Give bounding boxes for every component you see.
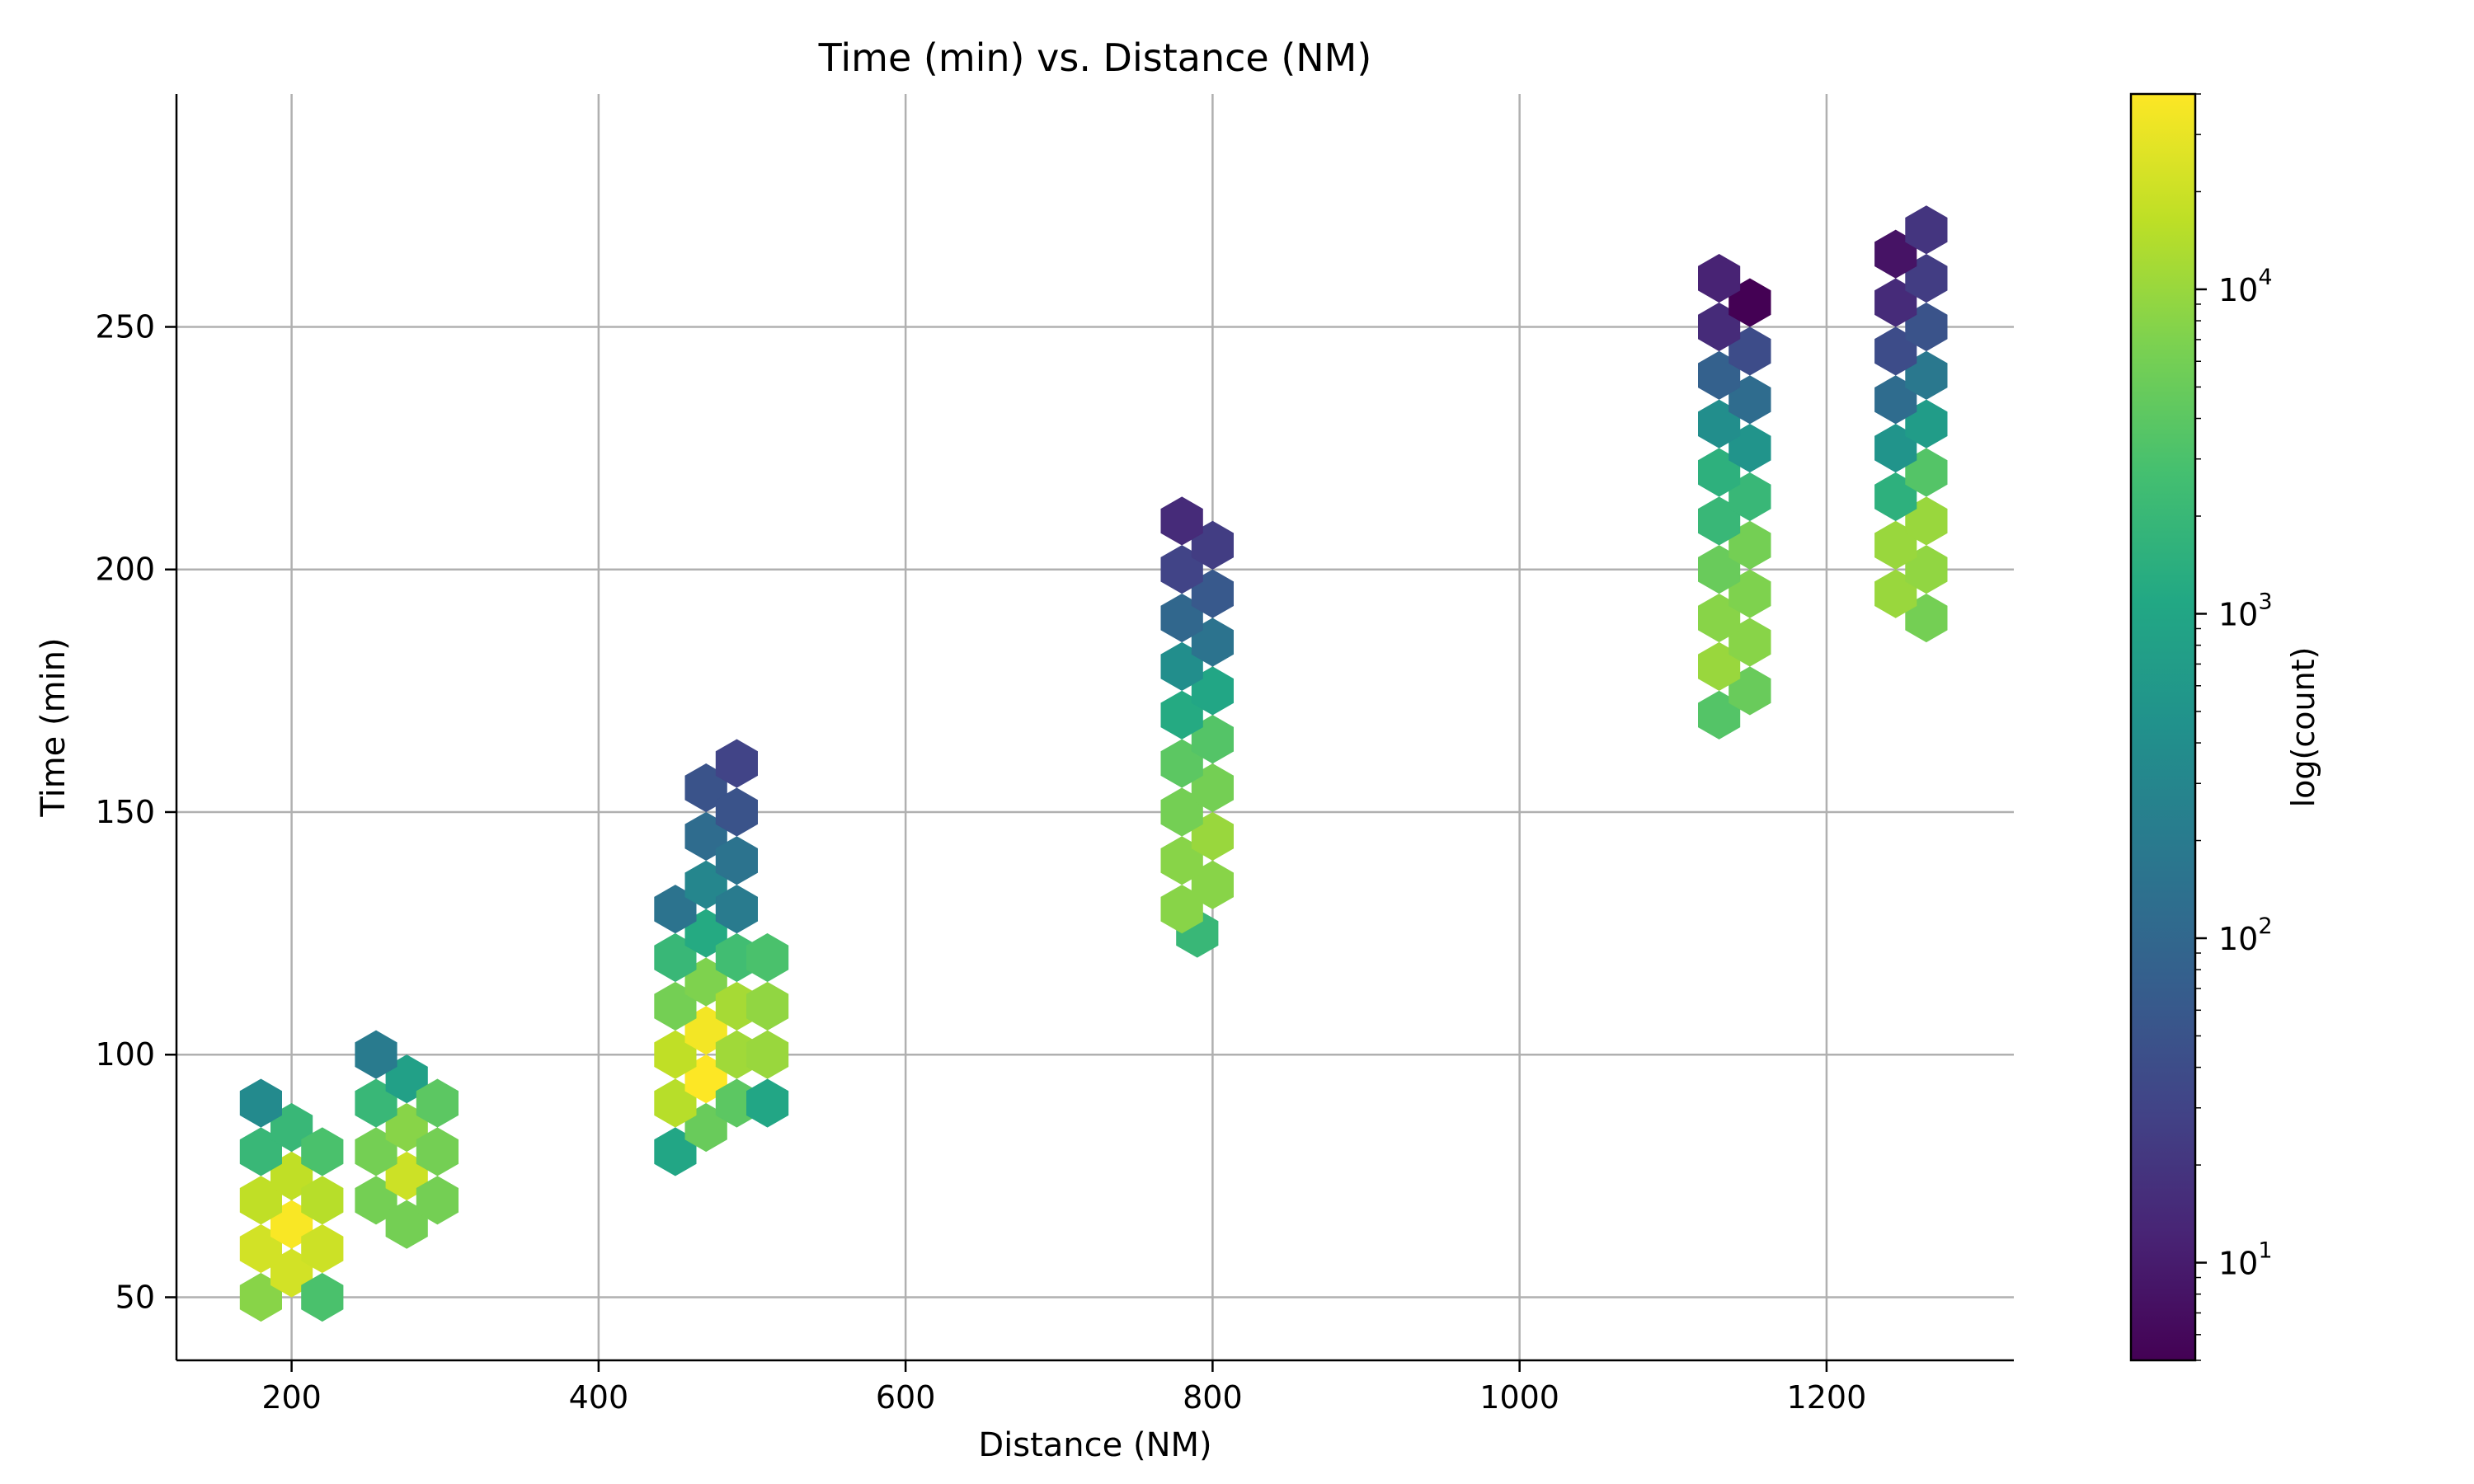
colorbar: 101 102 103 104 log(count) (2129, 92, 2321, 1362)
hexbin-cell (301, 1176, 344, 1225)
y-axis-label: Time (min) (35, 637, 73, 817)
x-tick-label: 1200 (1787, 1379, 1867, 1416)
hexbin-cell (416, 1078, 459, 1128)
hexbin-cell (301, 1224, 344, 1274)
colorbar-ticks: 101 102 103 104 (2195, 93, 2273, 1361)
hexbin-cell (355, 1030, 397, 1079)
hexbin-cell (416, 1127, 459, 1176)
axes (175, 94, 2014, 1362)
hexbin-cell (746, 981, 789, 1031)
x-tick-label: 600 (876, 1379, 936, 1416)
hexbin-cell (301, 1127, 344, 1176)
colorbar-tick-label: 101 (2218, 1238, 2273, 1282)
y-tick-label: 100 (95, 1036, 155, 1073)
hexbin-cell (1905, 205, 1948, 255)
hexbin-cell (715, 787, 758, 837)
y-tick-label: 50 (115, 1279, 155, 1315)
hexbin-cell (239, 1078, 282, 1128)
hexbin-cell (1698, 254, 1741, 303)
x-tick-label: 400 (569, 1379, 629, 1416)
colorbar-label: log(count) (2285, 647, 2321, 808)
hexbin-cell (715, 885, 758, 934)
colorbar-tick-label: 103 (2218, 589, 2273, 632)
hexbin-cell (746, 932, 789, 983)
hexbin-cell (301, 1272, 344, 1322)
hexbin-cell (1160, 496, 1203, 546)
x-tick-label: 1000 (1479, 1379, 1559, 1416)
y-tick-label: 200 (95, 552, 155, 588)
hexbin-cell (715, 836, 758, 885)
x-tick-label: 200 (261, 1379, 322, 1416)
colorbar-gradient (2129, 92, 2197, 1362)
y-tick-label: 250 (95, 308, 155, 345)
y-tick-label: 150 (95, 794, 155, 830)
hexbin-cell (416, 1176, 459, 1225)
x-tick-label: 800 (1183, 1379, 1243, 1416)
colorbar-tick-label: 104 (2218, 265, 2273, 308)
hexbin-cell (715, 739, 758, 788)
axis-ticks: 200 400 600 800 1000 1200 50 100 150 200 250 (95, 308, 1866, 1416)
hexbin-cells (239, 205, 1948, 1322)
hexbin-cell (746, 1030, 789, 1079)
colorbar-tick-label: 102 (2218, 913, 2273, 957)
chart-title: Time (min) vs. Distance (NM) (818, 35, 1372, 80)
hexbin-cell (746, 1078, 789, 1128)
x-axis-label: Distance (NM) (978, 1426, 1211, 1464)
